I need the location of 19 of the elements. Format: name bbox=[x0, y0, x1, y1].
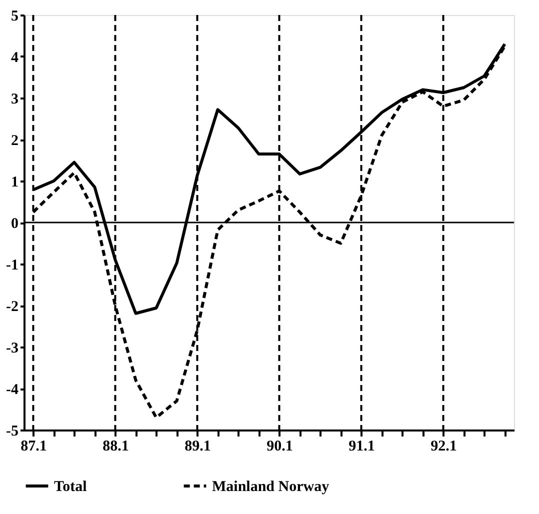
y-tick-label: 3 bbox=[11, 92, 18, 108]
x-tick-label: 92.1 bbox=[430, 438, 457, 454]
y-tick-label: -5 bbox=[6, 424, 18, 440]
y-tick-label: 5 bbox=[11, 8, 18, 24]
x-tick-label: 88.1 bbox=[102, 438, 129, 454]
y-tick-label: -2 bbox=[6, 299, 18, 315]
x-tick-label: 91.1 bbox=[348, 438, 375, 454]
y-tick-label: -4 bbox=[6, 382, 19, 398]
y-tick-label: 0 bbox=[11, 216, 18, 232]
y-tick-label: 4 bbox=[11, 50, 19, 66]
y-tick-label: 1 bbox=[11, 174, 18, 190]
y-tick-label: -1 bbox=[6, 258, 18, 274]
y-tick-label: -3 bbox=[6, 340, 18, 356]
legend-label: Mainland Norway bbox=[212, 479, 330, 495]
x-tick-label: 90.1 bbox=[266, 438, 293, 454]
x-tick-label: 87.1 bbox=[20, 438, 47, 454]
legend-label: Total bbox=[54, 479, 87, 495]
y-tick-label: 2 bbox=[11, 133, 18, 149]
x-tick-label: 89.1 bbox=[184, 438, 211, 454]
